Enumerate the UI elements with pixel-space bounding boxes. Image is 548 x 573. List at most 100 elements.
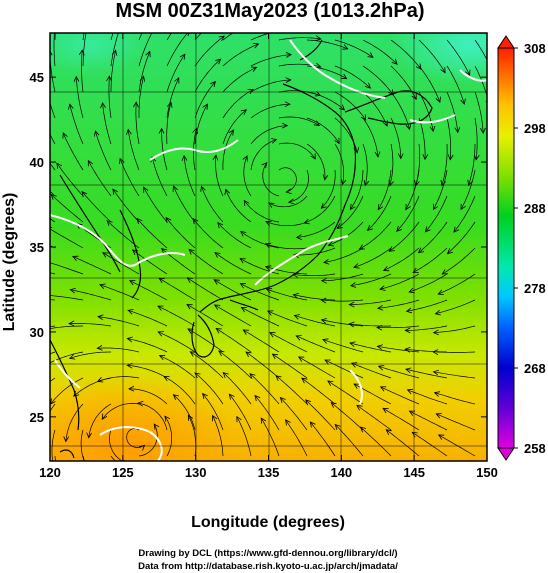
streamline: [129, 388, 168, 405]
streamline: [418, 221, 448, 253]
streamline: [88, 403, 112, 438]
streamline-arrow: [340, 178, 347, 186]
streamline: [127, 309, 168, 327]
streamline-arrow: [415, 63, 422, 70]
streamline-arrow: [358, 244, 365, 250]
streamline-arrow: [284, 101, 291, 108]
streamline: [382, 407, 420, 431]
streamline: [434, 392, 476, 405]
streamline-arrow: [37, 437, 42, 442]
streamline-arrow: [360, 114, 367, 121]
streamline: [188, 249, 224, 275]
streamline-arrow: [422, 154, 429, 161]
streamline-arrow: [437, 434, 445, 440]
streamline: [350, 169, 364, 210]
streamline-arrow: [163, 375, 170, 382]
streamline-arrow: [249, 373, 256, 380]
streamline: [412, 247, 448, 273]
streamline-arrow: [213, 279, 220, 285]
streamline-arrow: [88, 0, 93, 5]
streamline: [362, 65, 394, 96]
streamline: [321, 169, 336, 209]
streamline-arrow: [441, 269, 448, 275]
streamline: [359, 221, 392, 250]
streamline: [474, 39, 487, 61]
streamline: [418, 117, 426, 160]
streamline-arrow: [275, 375, 282, 381]
streamline: [278, 167, 297, 193]
streamline-arrow: [264, 265, 272, 271]
streamline: [362, 143, 368, 186]
streamline-arrow: [189, 351, 196, 357]
streamline-arrow: [405, 123, 412, 131]
streamline-arrow: [334, 423, 341, 430]
streamline: [194, 372, 224, 405]
streamline-arrow: [68, 103, 74, 110]
streamline: [98, 316, 140, 327]
streamline: [321, 273, 364, 282]
streamline: [362, 39, 398, 65]
streamline: [405, 325, 448, 331]
plot-area: [37, 0, 487, 461]
streamline: [321, 319, 364, 327]
streamline: [164, 416, 173, 457]
streamline: [194, 33, 202, 41]
streamline: [97, 347, 140, 353]
x-axis-label: Longitude (degrees): [191, 514, 345, 531]
streamline: [56, 162, 84, 197]
streamline-arrow: [364, 82, 372, 89]
colorbar-top-extend: [497, 35, 515, 49]
streamline-arrow: [68, 320, 75, 327]
streamline-arrow: [215, 328, 222, 334]
streamline-arrow: [41, 293, 46, 298]
x-tick-label: 145: [403, 465, 425, 480]
streamline: [137, 402, 168, 431]
streamline-arrow: [93, 130, 100, 137]
streamline-arrow: [106, 220, 113, 227]
streamline: [136, 218, 168, 249]
streamline-arrow: [236, 415, 242, 423]
colorbar-ticks: 258 268 278 288 298 308: [514, 41, 546, 456]
streamline: [240, 283, 280, 301]
streamline-arrow: [293, 252, 300, 259]
streamline-arrow: [179, 53, 186, 60]
streamline: [272, 353, 308, 379]
streamline-arrow: [309, 421, 316, 428]
streamline: [222, 372, 252, 405]
streamline: [334, 117, 358, 153]
colorbar-tick-label: 278: [524, 281, 546, 296]
streamline: [183, 155, 196, 197]
streamline-arrow: [217, 222, 224, 229]
streamline-arrow: [417, 247, 425, 254]
streamline-arrow: [112, 188, 118, 195]
streamline: [151, 156, 168, 197]
streamline-arrow: [435, 96, 441, 104]
streamline-arrow: [172, 394, 179, 400]
streamline-arrow: [435, 413, 442, 419]
streamline-arrow: [192, 127, 198, 134]
streamline: [441, 143, 448, 186]
streamline: [418, 39, 446, 73]
streamline-arrow: [214, 251, 221, 258]
colorbar-body: [497, 47, 515, 449]
streamline-arrow: [382, 407, 389, 414]
warm-core: [50, 375, 245, 461]
streamline: [75, 76, 84, 119]
streamline: [438, 434, 476, 457]
streamline-arrow: [377, 304, 384, 311]
credit-line-1: Drawing by DCL (https://www.gfd-dennou.o…: [138, 548, 397, 559]
streamline-arrow: [260, 417, 267, 424]
streamline-arrow: [210, 80, 216, 88]
streamline: [50, 351, 84, 364]
streamline-arrow: [279, 396, 286, 404]
streamline: [80, 429, 85, 461]
streamline: [349, 323, 392, 327]
streamline: [268, 195, 308, 208]
streamline: [50, 325, 83, 329]
streamline-arrow: [432, 329, 439, 336]
streamline: [460, 169, 476, 210]
streamline-arrow: [117, 25, 122, 31]
streamline-arrow: [480, 127, 486, 134]
streamline: [69, 351, 111, 359]
x-tick-label: 125: [112, 465, 134, 480]
